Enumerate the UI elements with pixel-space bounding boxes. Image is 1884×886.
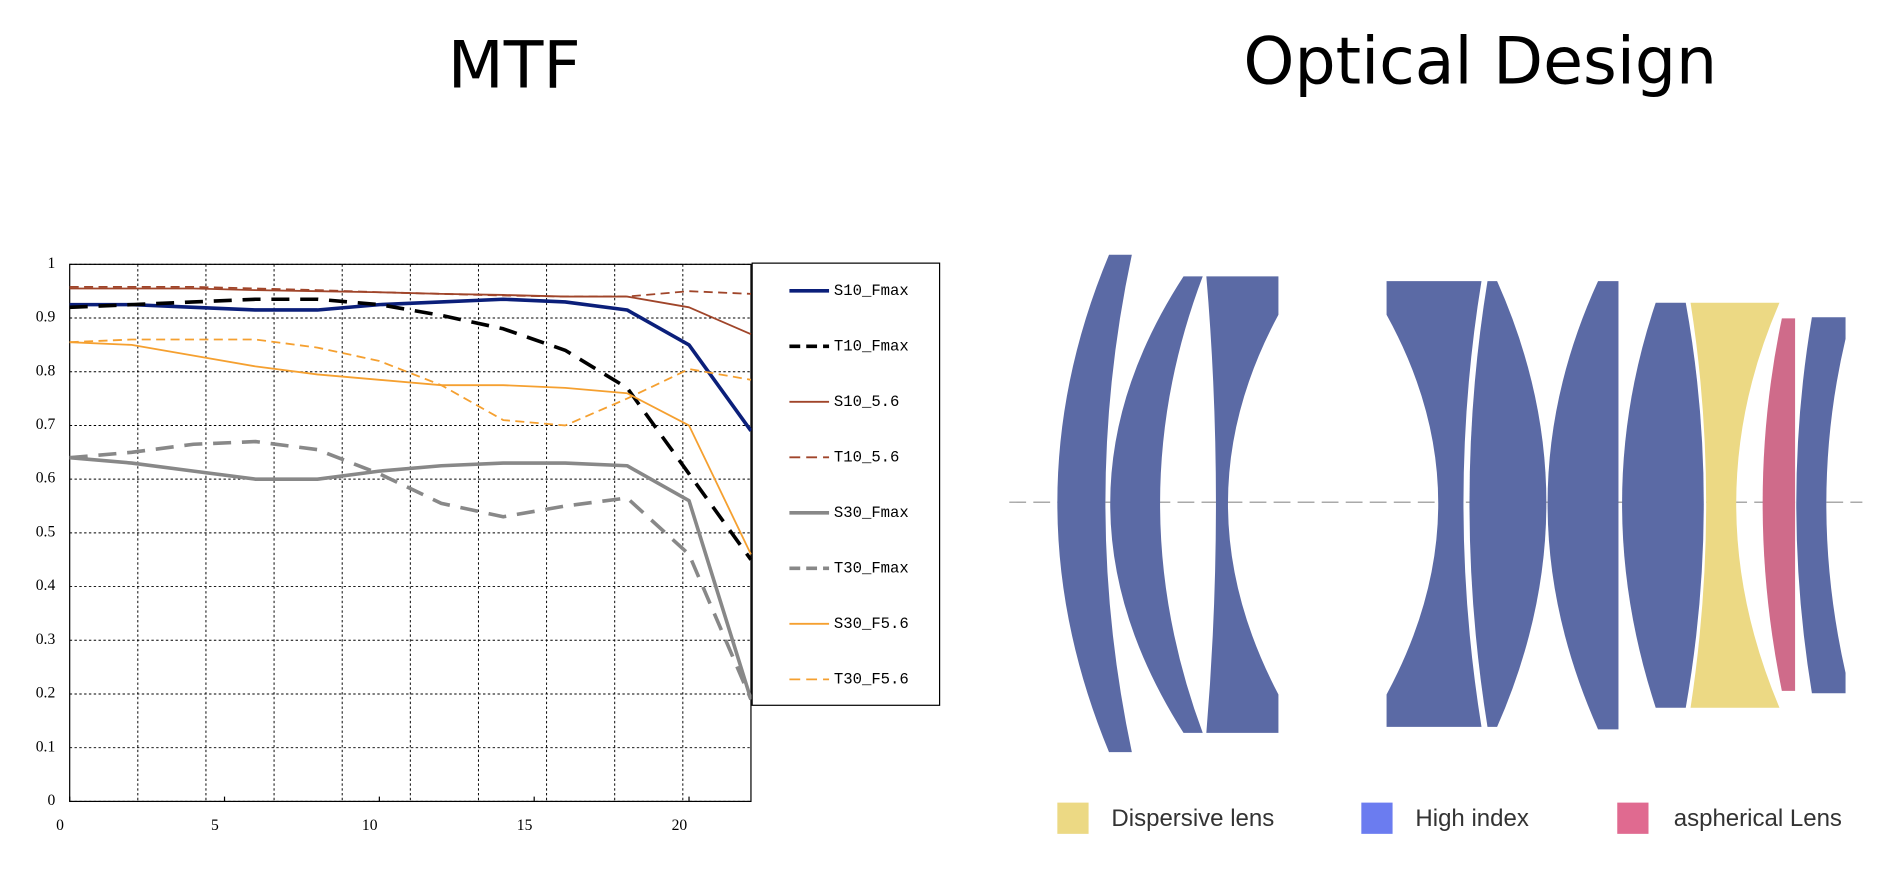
y-tick-label: 0.8 (36, 362, 56, 379)
legend-swatch (1617, 802, 1649, 834)
x-tick-label: 15 (517, 817, 533, 834)
legend-swatch (1057, 802, 1089, 834)
legend-swatch (1361, 802, 1393, 834)
series-line (69, 287, 752, 335)
series-line (69, 285, 751, 298)
lens (1469, 281, 1547, 727)
y-tick-label: 0.2 (36, 685, 56, 702)
x-tick-label: 20 (672, 817, 688, 834)
dispersive-lens (1690, 302, 1780, 708)
series-line (69, 297, 753, 432)
y-tick-label: 0.5 (36, 523, 56, 540)
legend: S10_Fmax T10_Fmax S10_5.6 T10_5.6 S30_Fmax T3… (751, 262, 941, 706)
plot-frame (69, 263, 752, 803)
legend-label: S30_Fmax (834, 504, 909, 522)
x-tick-label: 10 (362, 817, 378, 834)
chart-title: MTF (448, 28, 581, 103)
y-tick-label: 0.1 (36, 738, 56, 755)
lens (1547, 281, 1619, 730)
lens (1057, 254, 1132, 753)
lens (1622, 302, 1704, 708)
legend-label: High index (1415, 805, 1528, 832)
y-tick-label: 0.7 (36, 416, 56, 433)
aspherical-lens (1762, 318, 1796, 691)
y-tick-label: 0 (47, 792, 55, 809)
legend-label: T10_Fmax (834, 337, 909, 355)
y-tick-label: 0.3 (36, 631, 56, 648)
diagram-title: Optical Design (1243, 25, 1717, 100)
legend-label: S10_Fmax (834, 282, 909, 300)
legend-label: T30_F5.6 (834, 670, 909, 688)
series-line (69, 297, 753, 561)
lens (1110, 276, 1203, 733)
legend-box (751, 262, 941, 706)
diagram-legend: Dispersive lens High index aspherical Lens (1057, 802, 1842, 834)
series-line (69, 455, 753, 700)
legend-label: T10_5.6 (834, 448, 900, 466)
series-line (69, 341, 752, 555)
legend-label: S10_5.6 (834, 393, 900, 411)
y-tick-label: 0.4 (36, 577, 56, 594)
y-tick-label: 1 (47, 255, 55, 272)
y-tick-label: 0.9 (36, 309, 56, 326)
legend-label: S30_F5.6 (834, 615, 909, 633)
legend-label: aspherical Lens (1674, 805, 1842, 832)
lens (1386, 281, 1482, 727)
series-line (69, 439, 753, 701)
legend-label: T30_Fmax (834, 559, 909, 577)
x-tick-label: 5 (211, 817, 219, 834)
lens (1206, 276, 1279, 733)
mtf-chart: 00.10.20.30.40.50.60.70.80.910 5 10 15 20S10… (36, 255, 941, 834)
lens-diagram (1009, 254, 1863, 753)
y-tick-label: 0.6 (36, 470, 56, 487)
x-tick-label: 0 (56, 817, 64, 834)
lens (1796, 317, 1846, 694)
legend-label: Dispersive lens (1111, 805, 1274, 832)
